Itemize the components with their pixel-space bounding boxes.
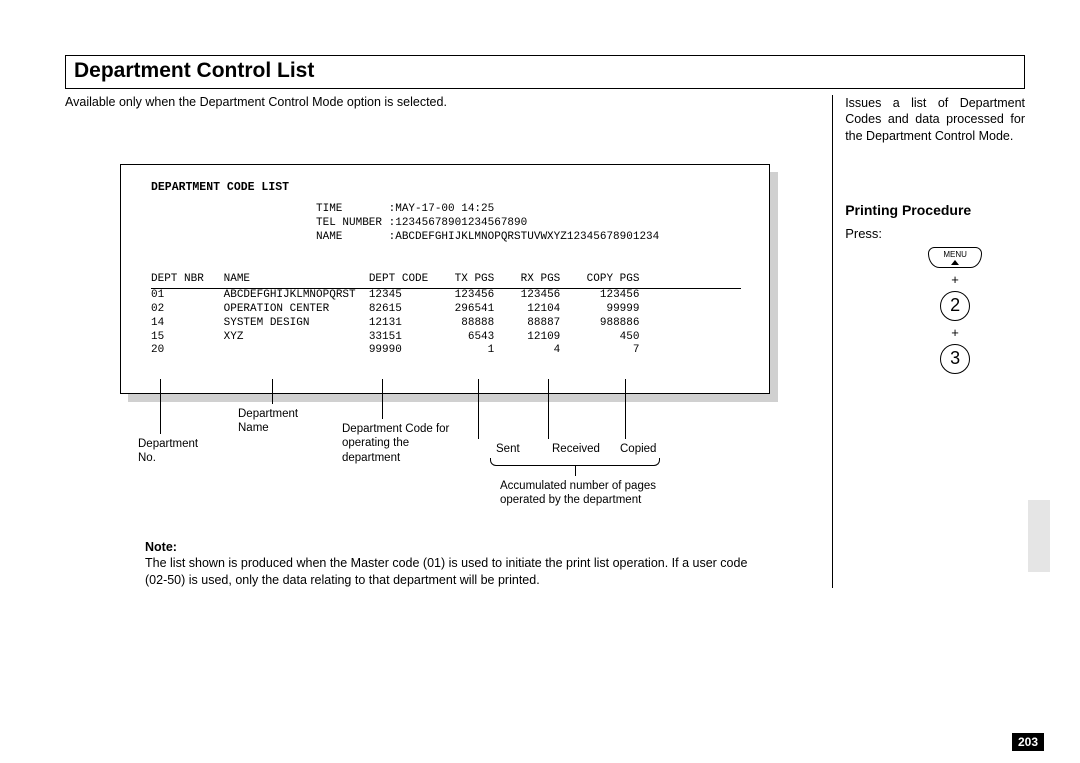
note-block: Note: The list shown is produced when th… <box>145 539 765 588</box>
button-2[interactable]: 2 <box>940 291 970 321</box>
button-sequence: MENU + 2 + 3 <box>885 247 1025 374</box>
callout-dept-no: Department No. <box>138 437 198 466</box>
plus-separator: + <box>951 325 959 340</box>
callout-brace <box>490 458 660 466</box>
section-title-box: Department Control List <box>65 55 1025 89</box>
callout-line <box>160 379 161 434</box>
callouts-layer: Department No. Department Name Departmen… <box>120 164 785 504</box>
listing-figure: DEPARTMENT CODE LIST TIME :MAY-17-00 14:… <box>120 164 785 504</box>
callout-line <box>478 379 479 439</box>
column-divider <box>832 95 833 588</box>
callout-dept-name: Department Name <box>238 407 298 436</box>
section-title: Department Control List <box>74 59 1016 83</box>
callout-line <box>382 379 383 419</box>
note-heading: Note: <box>145 539 765 555</box>
callout-sent: Sent <box>496 442 520 456</box>
procedure-heading: Printing Procedure <box>845 202 1025 218</box>
menu-button-label: MENU <box>943 250 967 259</box>
side-tab <box>1028 500 1050 572</box>
callout-line <box>575 466 576 476</box>
callout-received: Received <box>552 442 600 456</box>
button-3[interactable]: 3 <box>940 344 970 374</box>
callout-copied: Copied <box>620 442 656 456</box>
callout-accum: Accumulated number of pages operated by … <box>500 479 700 508</box>
intro-left-text: Available only when the Department Contr… <box>65 95 824 109</box>
callout-line <box>625 379 626 439</box>
intro-right-text: Issues a list of Department Codes and da… <box>845 95 1025 144</box>
press-label: Press: <box>845 226 1025 241</box>
note-body: The list shown is produced when the Mast… <box>145 555 765 588</box>
menu-button[interactable]: MENU <box>928 247 982 268</box>
callout-line <box>272 379 273 404</box>
page-number: 203 <box>1012 733 1044 751</box>
callout-dept-code: Department Code for operating the depart… <box>342 422 462 465</box>
plus-separator: + <box>951 272 959 287</box>
callout-line <box>548 379 549 439</box>
